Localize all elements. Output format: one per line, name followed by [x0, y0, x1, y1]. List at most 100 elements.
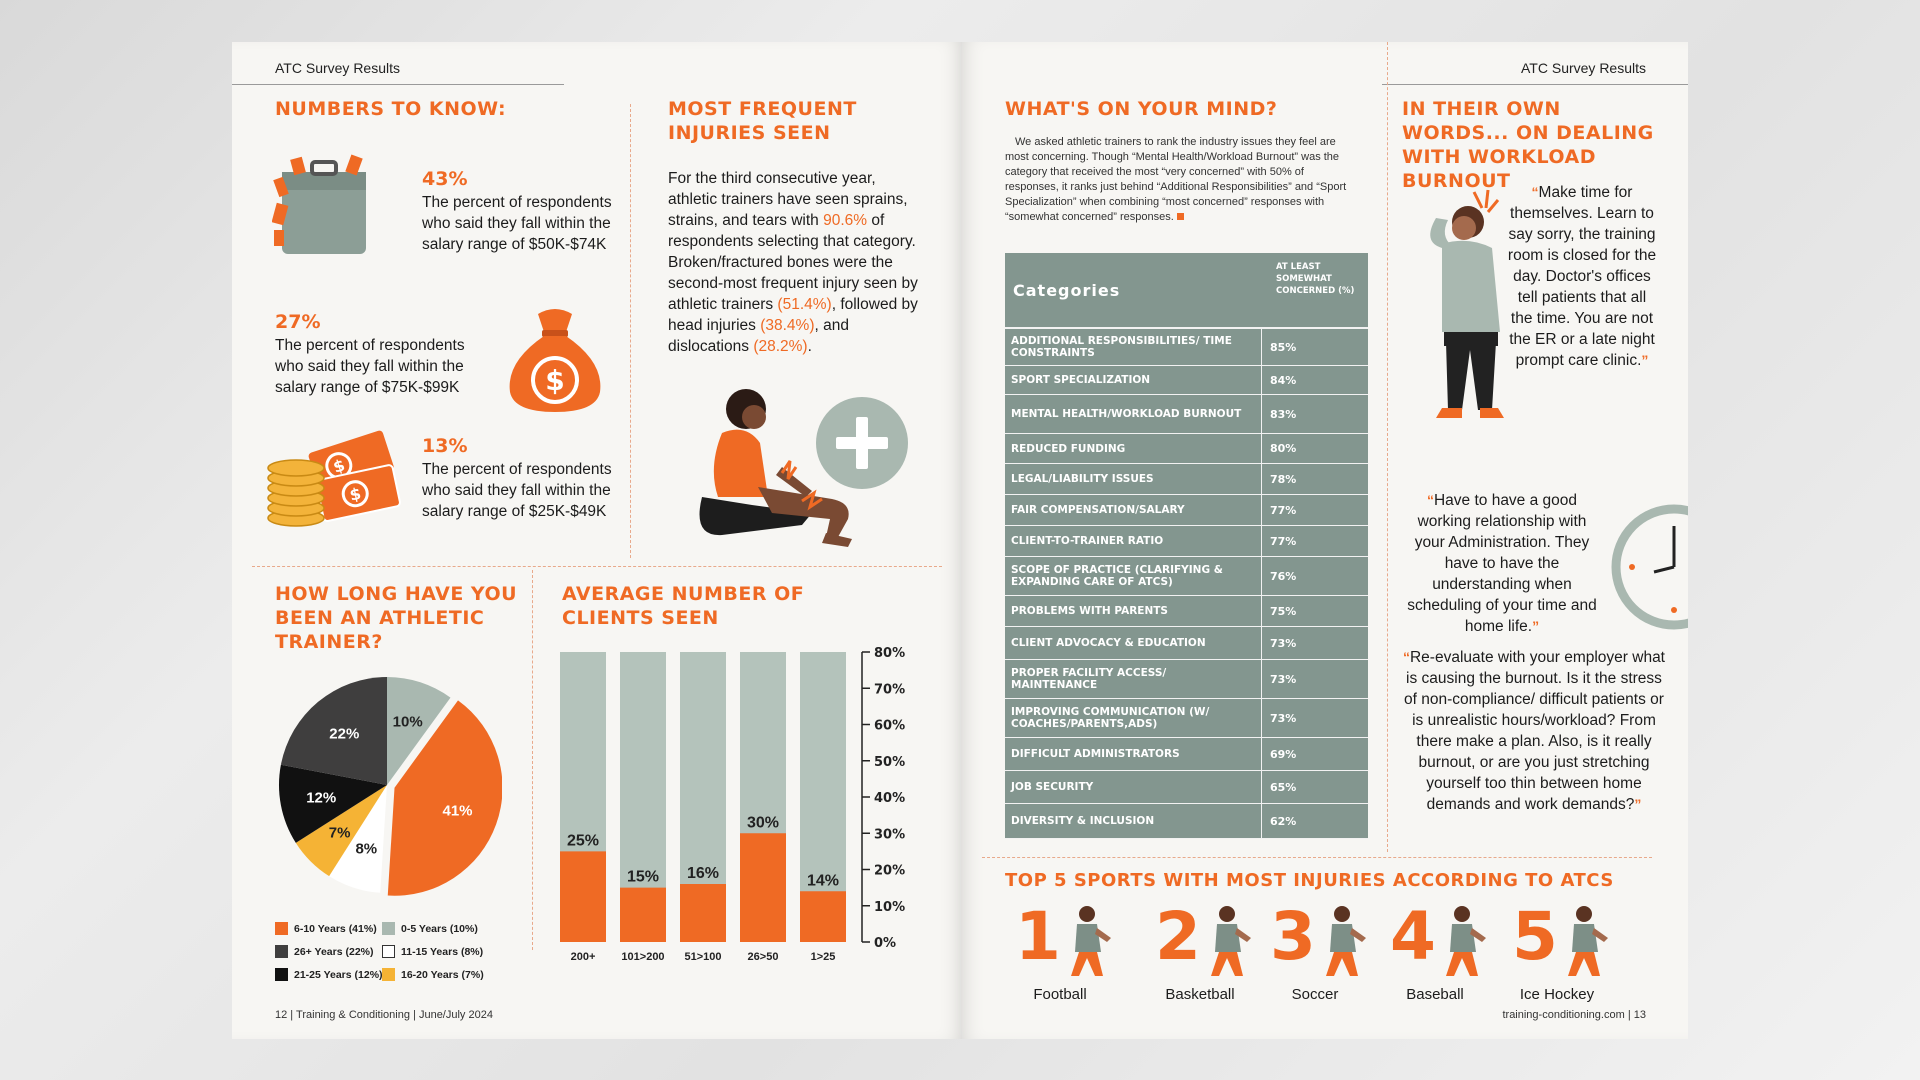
legend-item: 21-25 Years (12%) [275, 968, 383, 981]
sport-name: Baseball [1406, 986, 1464, 1003]
pie-data-label: 41% [443, 802, 473, 819]
sport-name: Soccer [1291, 986, 1339, 1003]
legend-item: 26+ Years (22%) [275, 945, 374, 958]
table-cell-category: Job Security [1005, 771, 1262, 803]
y-tick-label: 20% [874, 864, 905, 879]
table-cell-percent: 85% [1270, 340, 1297, 354]
table-cell-category: Diversity & Inclusion [1005, 804, 1262, 838]
sport-rank-number: 1 [1015, 898, 1061, 975]
header-rule [232, 84, 564, 85]
y-tick-label: 30% [874, 827, 905, 842]
quote-2: “Have to have a good working relationshi… [1402, 490, 1602, 637]
mind-intro-text: We asked athletic trainers to rank the i… [1005, 136, 1347, 223]
table-cell-percent: 73% [1270, 636, 1297, 650]
running-head-left: ATC Survey Results [275, 60, 400, 76]
table-cell-category: Legal/Liability Issues [1005, 464, 1262, 494]
site-url: training-conditioning.com [1502, 1009, 1625, 1021]
legend-label: 16-20 Years (7%) [401, 968, 484, 981]
legend-item: 11-15 Years (8%) [382, 945, 483, 958]
footer-left: 12 | Training & Conditioning | June/July… [275, 1009, 493, 1021]
x-tick-label: 51>100 [684, 951, 721, 962]
table-row: Additional Responsibilities/ Time Constr… [1005, 329, 1368, 366]
years-pie-chart: 41% 8%7% 12% 22% 10% [279, 677, 502, 896]
table-row: Client Advocacy & Education 73% [1005, 627, 1368, 660]
bar-data-label: 25% [567, 832, 599, 849]
y-tick-label: 60% [874, 719, 905, 734]
sport-rank-number: 4 [1390, 898, 1436, 975]
divider [532, 570, 533, 950]
table-cell-percent: 80% [1270, 442, 1297, 455]
pie-data-label: 22% [329, 725, 359, 742]
legend-swatch [275, 922, 288, 935]
table-row: Fair Compensation/Salary 77% [1005, 495, 1368, 526]
bar [620, 887, 666, 942]
table-header: Categories At least somewhat concerned (… [1005, 253, 1368, 329]
sport-name: Ice Hockey [1519, 986, 1595, 1003]
table-row: Mental Health/Workload Burnout 83% [1005, 395, 1368, 434]
table-cell-percent: 69% [1270, 747, 1297, 761]
pie-data-label: 10% [393, 713, 423, 730]
table-cell-percent: 77% [1270, 534, 1297, 548]
table-cell-category: Sport Specialization [1005, 366, 1262, 394]
header-rule [1382, 84, 1688, 85]
injuries-text: For the third consecutive year, athletic… [668, 170, 908, 229]
stressed-person-icon [1430, 189, 1504, 418]
y-tick-label: 0% [874, 936, 896, 951]
clients-bar-chart: 25% 200+ 15% 101>200 16% 51>100 30% 26>50 14% 1>2… [560, 646, 905, 962]
bar-data-label: 30% [747, 814, 779, 831]
baseball-player-icon [1446, 906, 1486, 976]
y-tick-label: 50% [874, 755, 905, 770]
sport-rank-number: 2 [1155, 898, 1201, 975]
x-tick-label: 101>200 [621, 951, 664, 962]
running-head-right: ATC Survey Results [1521, 60, 1646, 76]
bar [560, 851, 606, 942]
table-row: Proper Facility Access/ Maintenance 73% [1005, 660, 1368, 699]
stat-3-percent: 13% [422, 435, 468, 457]
injuries-highlight: (38.4%) [760, 317, 815, 334]
page-number: 12 [275, 1009, 288, 1021]
table-cell-category: Additional Responsibilities/ Time Constr… [1005, 329, 1262, 365]
legend-swatch [382, 945, 395, 958]
legend-item: 6-10 Years (41%) [275, 922, 377, 935]
divider [630, 104, 631, 558]
stat-1-percent: 43% [422, 168, 468, 190]
injuries-text: of respondents selecting that category. … [668, 212, 918, 313]
legend-label: 11-15 Years (8%) [401, 945, 484, 958]
pie-slice [387, 700, 502, 896]
table-cell-percent: 83% [1270, 407, 1297, 421]
footer-right: training-conditioning.com | 13 [1502, 1009, 1646, 1021]
pie-slice [329, 785, 387, 893]
stat-2-text: The percent of respondents who said they… [275, 337, 465, 396]
legend-label: 6-10 Years (41%) [294, 922, 377, 935]
table-row: Difficult Administrators 69% [1005, 738, 1368, 771]
y-tick-label: 40% [874, 791, 905, 806]
stat-2-percent: 27% [275, 311, 321, 333]
y-tick-label: 80% [874, 646, 905, 661]
legend-label: 21-25 Years (12%) [294, 968, 383, 981]
coins-cash-icon: $ $ [267, 430, 401, 527]
table-cell-percent: 75% [1270, 604, 1297, 618]
legend-swatch [275, 968, 288, 981]
bar [800, 891, 846, 942]
table-row: Sport Specialization 84% [1005, 366, 1368, 395]
soccer-player-icon [1326, 906, 1366, 976]
table-cell-category: Client Advocacy & Education [1005, 627, 1262, 659]
injuries-highlight: (51.4%) [777, 296, 832, 313]
open-quote: “ [1531, 184, 1539, 200]
pie-data-label: 12% [306, 790, 336, 807]
stat-1-text: The percent of respondents who said they… [422, 194, 612, 253]
sport-name: Basketball [1165, 986, 1235, 1003]
divider [1387, 42, 1388, 852]
table-cell-percent: 62% [1270, 814, 1297, 828]
legend-swatch [382, 922, 395, 935]
concerns-table: Categories At least somewhat concerned (… [1005, 253, 1368, 839]
close-quote: ” [1634, 796, 1642, 812]
table-cell-category: Problems with Parents [1005, 596, 1262, 626]
close-quote: ” [1532, 618, 1540, 634]
sport-name: Football [1033, 986, 1087, 1003]
pie-slice [387, 677, 451, 785]
sport-rank-number: 5 [1512, 898, 1558, 975]
legend-label: 26+ Years (22%) [294, 945, 374, 958]
x-tick-label: 1>25 [811, 951, 836, 962]
table-cell-category: Proper Facility Access/ Maintenance [1005, 660, 1262, 698]
